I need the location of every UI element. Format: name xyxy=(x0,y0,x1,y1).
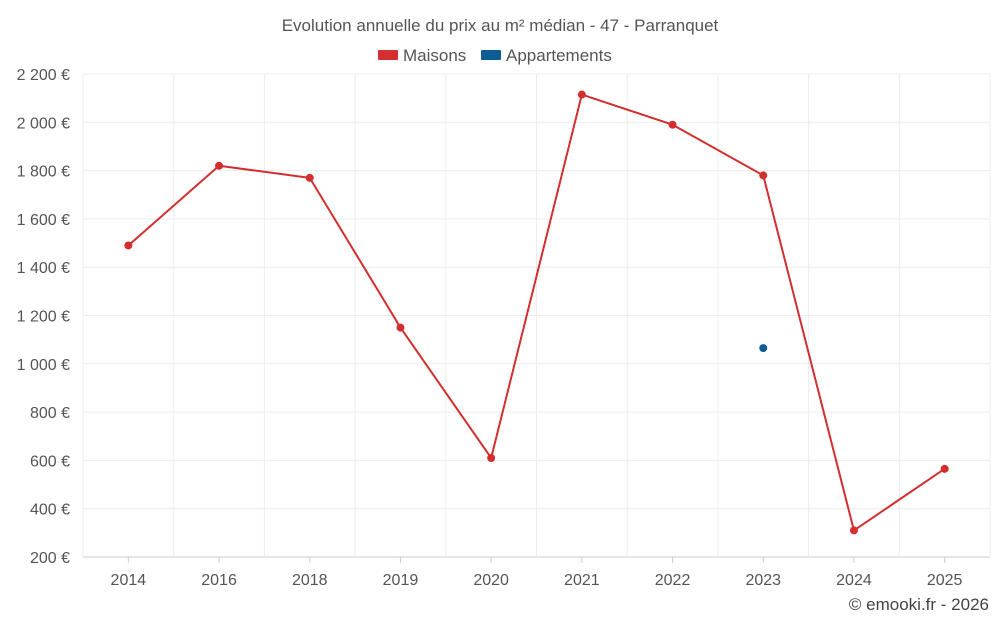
y-tick-label: 800 € xyxy=(30,405,70,422)
x-tick-label: 2020 xyxy=(473,572,509,589)
legend-item-maisons[interactable]: Maisons xyxy=(378,46,466,65)
y-tick-label: 1 600 € xyxy=(17,212,70,229)
y-tick-label: 2 200 € xyxy=(17,67,70,84)
data-point-maisons[interactable] xyxy=(668,120,677,129)
series-layer xyxy=(124,90,949,535)
series-line-maisons xyxy=(127,93,946,532)
x-axis: 2014 2016 2018 2019 2020 2021 2022 2023 2024 2025 xyxy=(111,557,963,589)
legend-swatch-appartements xyxy=(481,50,501,60)
data-point-maisons[interactable] xyxy=(849,526,858,535)
x-tick-label: 2016 xyxy=(201,572,237,589)
legend-label-appartements: Appartements xyxy=(506,46,612,65)
y-tick-label: 1 200 € xyxy=(17,309,70,326)
legend-label-maisons: Maisons xyxy=(403,46,466,65)
y-tick-label: 1 800 € xyxy=(17,164,70,181)
data-point-maisons[interactable] xyxy=(759,171,768,180)
x-tick-label: 2021 xyxy=(564,572,600,589)
data-point-maisons[interactable] xyxy=(487,453,496,462)
x-tick-label: 2014 xyxy=(111,572,147,589)
y-tick-label: 1 000 € xyxy=(17,357,70,374)
y-tick-label: 600 € xyxy=(30,453,70,470)
x-tick-label: 2025 xyxy=(927,572,963,589)
data-point-maisons[interactable] xyxy=(305,173,314,182)
data-point-maisons[interactable] xyxy=(577,90,586,99)
y-tick-label: 400 € xyxy=(30,502,70,519)
chart-title: Evolution annuelle du prix au m² médian … xyxy=(282,16,719,35)
y-tick-label: 200 € xyxy=(30,550,70,567)
x-tick-label: 2024 xyxy=(836,572,872,589)
legend: Maisons Appartements xyxy=(378,46,612,65)
x-tick-label: 2018 xyxy=(292,572,328,589)
x-tick-label: 2019 xyxy=(383,572,419,589)
legend-item-appartements[interactable]: Appartements xyxy=(481,46,612,65)
data-point-appartements[interactable] xyxy=(759,344,768,353)
grid xyxy=(82,73,991,558)
x-tick-label: 2022 xyxy=(655,572,691,589)
x-tick-label: 2023 xyxy=(745,572,781,589)
data-point-maisons[interactable] xyxy=(124,241,133,250)
y-tick-label: 1 400 € xyxy=(17,260,70,277)
y-axis: 2 200 € 2 000 € 1 800 € 1 600 € 1 400 € 1 200… xyxy=(17,67,70,567)
data-point-maisons[interactable] xyxy=(396,323,405,332)
credit-text: © emooki.fr - 2026 xyxy=(849,595,989,614)
data-point-maisons[interactable] xyxy=(940,464,949,473)
y-tick-label: 2 000 € xyxy=(17,115,70,132)
legend-swatch-maisons xyxy=(378,50,398,60)
data-point-maisons[interactable] xyxy=(215,161,224,170)
